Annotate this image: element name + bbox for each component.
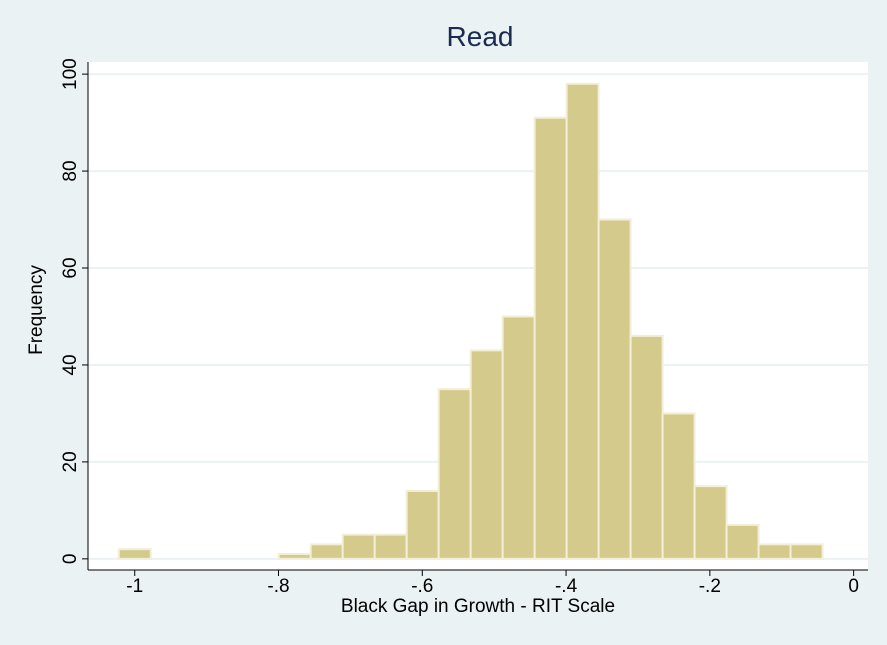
bar xyxy=(469,349,504,560)
bar xyxy=(405,489,440,560)
x-tick-label: -.8 xyxy=(267,576,289,597)
x-tick-label: -.2 xyxy=(699,576,721,597)
bar xyxy=(789,543,824,560)
y-tick-label: 40 xyxy=(60,354,81,375)
bar xyxy=(341,533,376,560)
bar xyxy=(757,543,792,560)
bar xyxy=(597,218,632,560)
x-tick-label: -1 xyxy=(126,576,143,597)
y-tick-label: 100 xyxy=(60,58,81,90)
y-tick-label: 60 xyxy=(60,257,81,278)
y-tick-label: 20 xyxy=(60,451,81,472)
bar xyxy=(661,412,696,560)
bar xyxy=(693,485,728,560)
bar xyxy=(725,523,760,560)
bar xyxy=(501,315,536,560)
bar xyxy=(437,388,472,560)
y-tick-label: 0 xyxy=(60,554,81,565)
x-axis-label: Black Gap in Growth - RIT Scale xyxy=(341,596,615,617)
x-tick-label: -.4 xyxy=(555,576,578,597)
bar xyxy=(629,334,664,560)
bar xyxy=(309,543,344,560)
chart-title: Read xyxy=(447,21,514,52)
bar xyxy=(565,82,600,560)
bar xyxy=(373,533,408,560)
y-axis-label: Frequency xyxy=(26,265,47,355)
y-tick-label: 80 xyxy=(60,160,81,181)
bar xyxy=(277,553,312,560)
x-tick-label: -.6 xyxy=(411,576,433,597)
bar xyxy=(117,548,152,560)
bar xyxy=(533,116,568,560)
x-tick-label: 0 xyxy=(848,576,859,597)
